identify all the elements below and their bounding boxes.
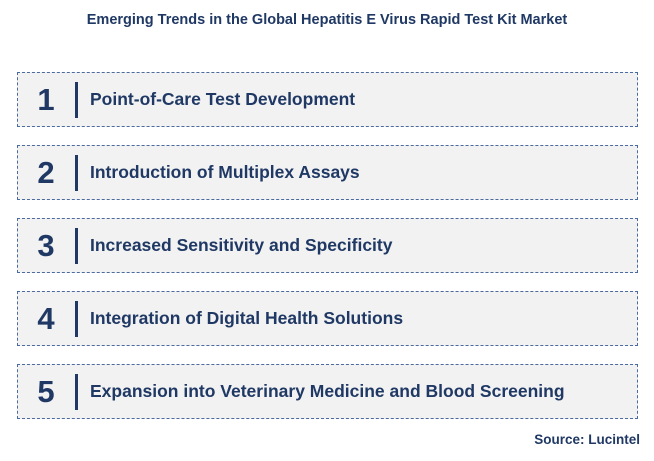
trend-item-5: 5 Expansion into Veterinary Medicine and… (17, 364, 638, 419)
trend-label: Integration of Digital Health Solutions (90, 308, 404, 328)
trend-label: Expansion into Veterinary Medicine and B… (90, 381, 565, 401)
trend-number: 3 (37, 227, 55, 263)
trend-label: Introduction of Multiplex Assays (90, 162, 360, 182)
diagram-title: Emerging Trends in the Global Hepatitis … (86, 12, 568, 28)
trend-number: 1 (37, 81, 55, 117)
separator-bar (75, 155, 78, 191)
trend-item-2: 2 Introduction of Multiplex Assays (17, 145, 638, 200)
trend-number: 4 (37, 300, 55, 336)
trend-number: 5 (37, 373, 55, 409)
trend-item-3: 3 Increased Sensitivity and Specificity (17, 218, 638, 273)
trend-list: 1 Point-of-Care Test Development 2 Intro… (17, 72, 638, 437)
trend-item-1: 1 Point-of-Care Test Development (17, 72, 638, 127)
separator-bar (75, 301, 78, 337)
trend-item-4: 4 Integration of Digital Health Solution… (17, 291, 638, 346)
separator-bar (75, 228, 78, 264)
separator-bar (75, 374, 78, 410)
source-credit: Source: Lucintel (534, 432, 640, 447)
separator-bar (75, 82, 78, 118)
trend-number: 2 (37, 154, 55, 190)
trend-label: Increased Sensitivity and Specificity (90, 235, 393, 255)
trend-label: Point-of-Care Test Development (90, 89, 356, 109)
